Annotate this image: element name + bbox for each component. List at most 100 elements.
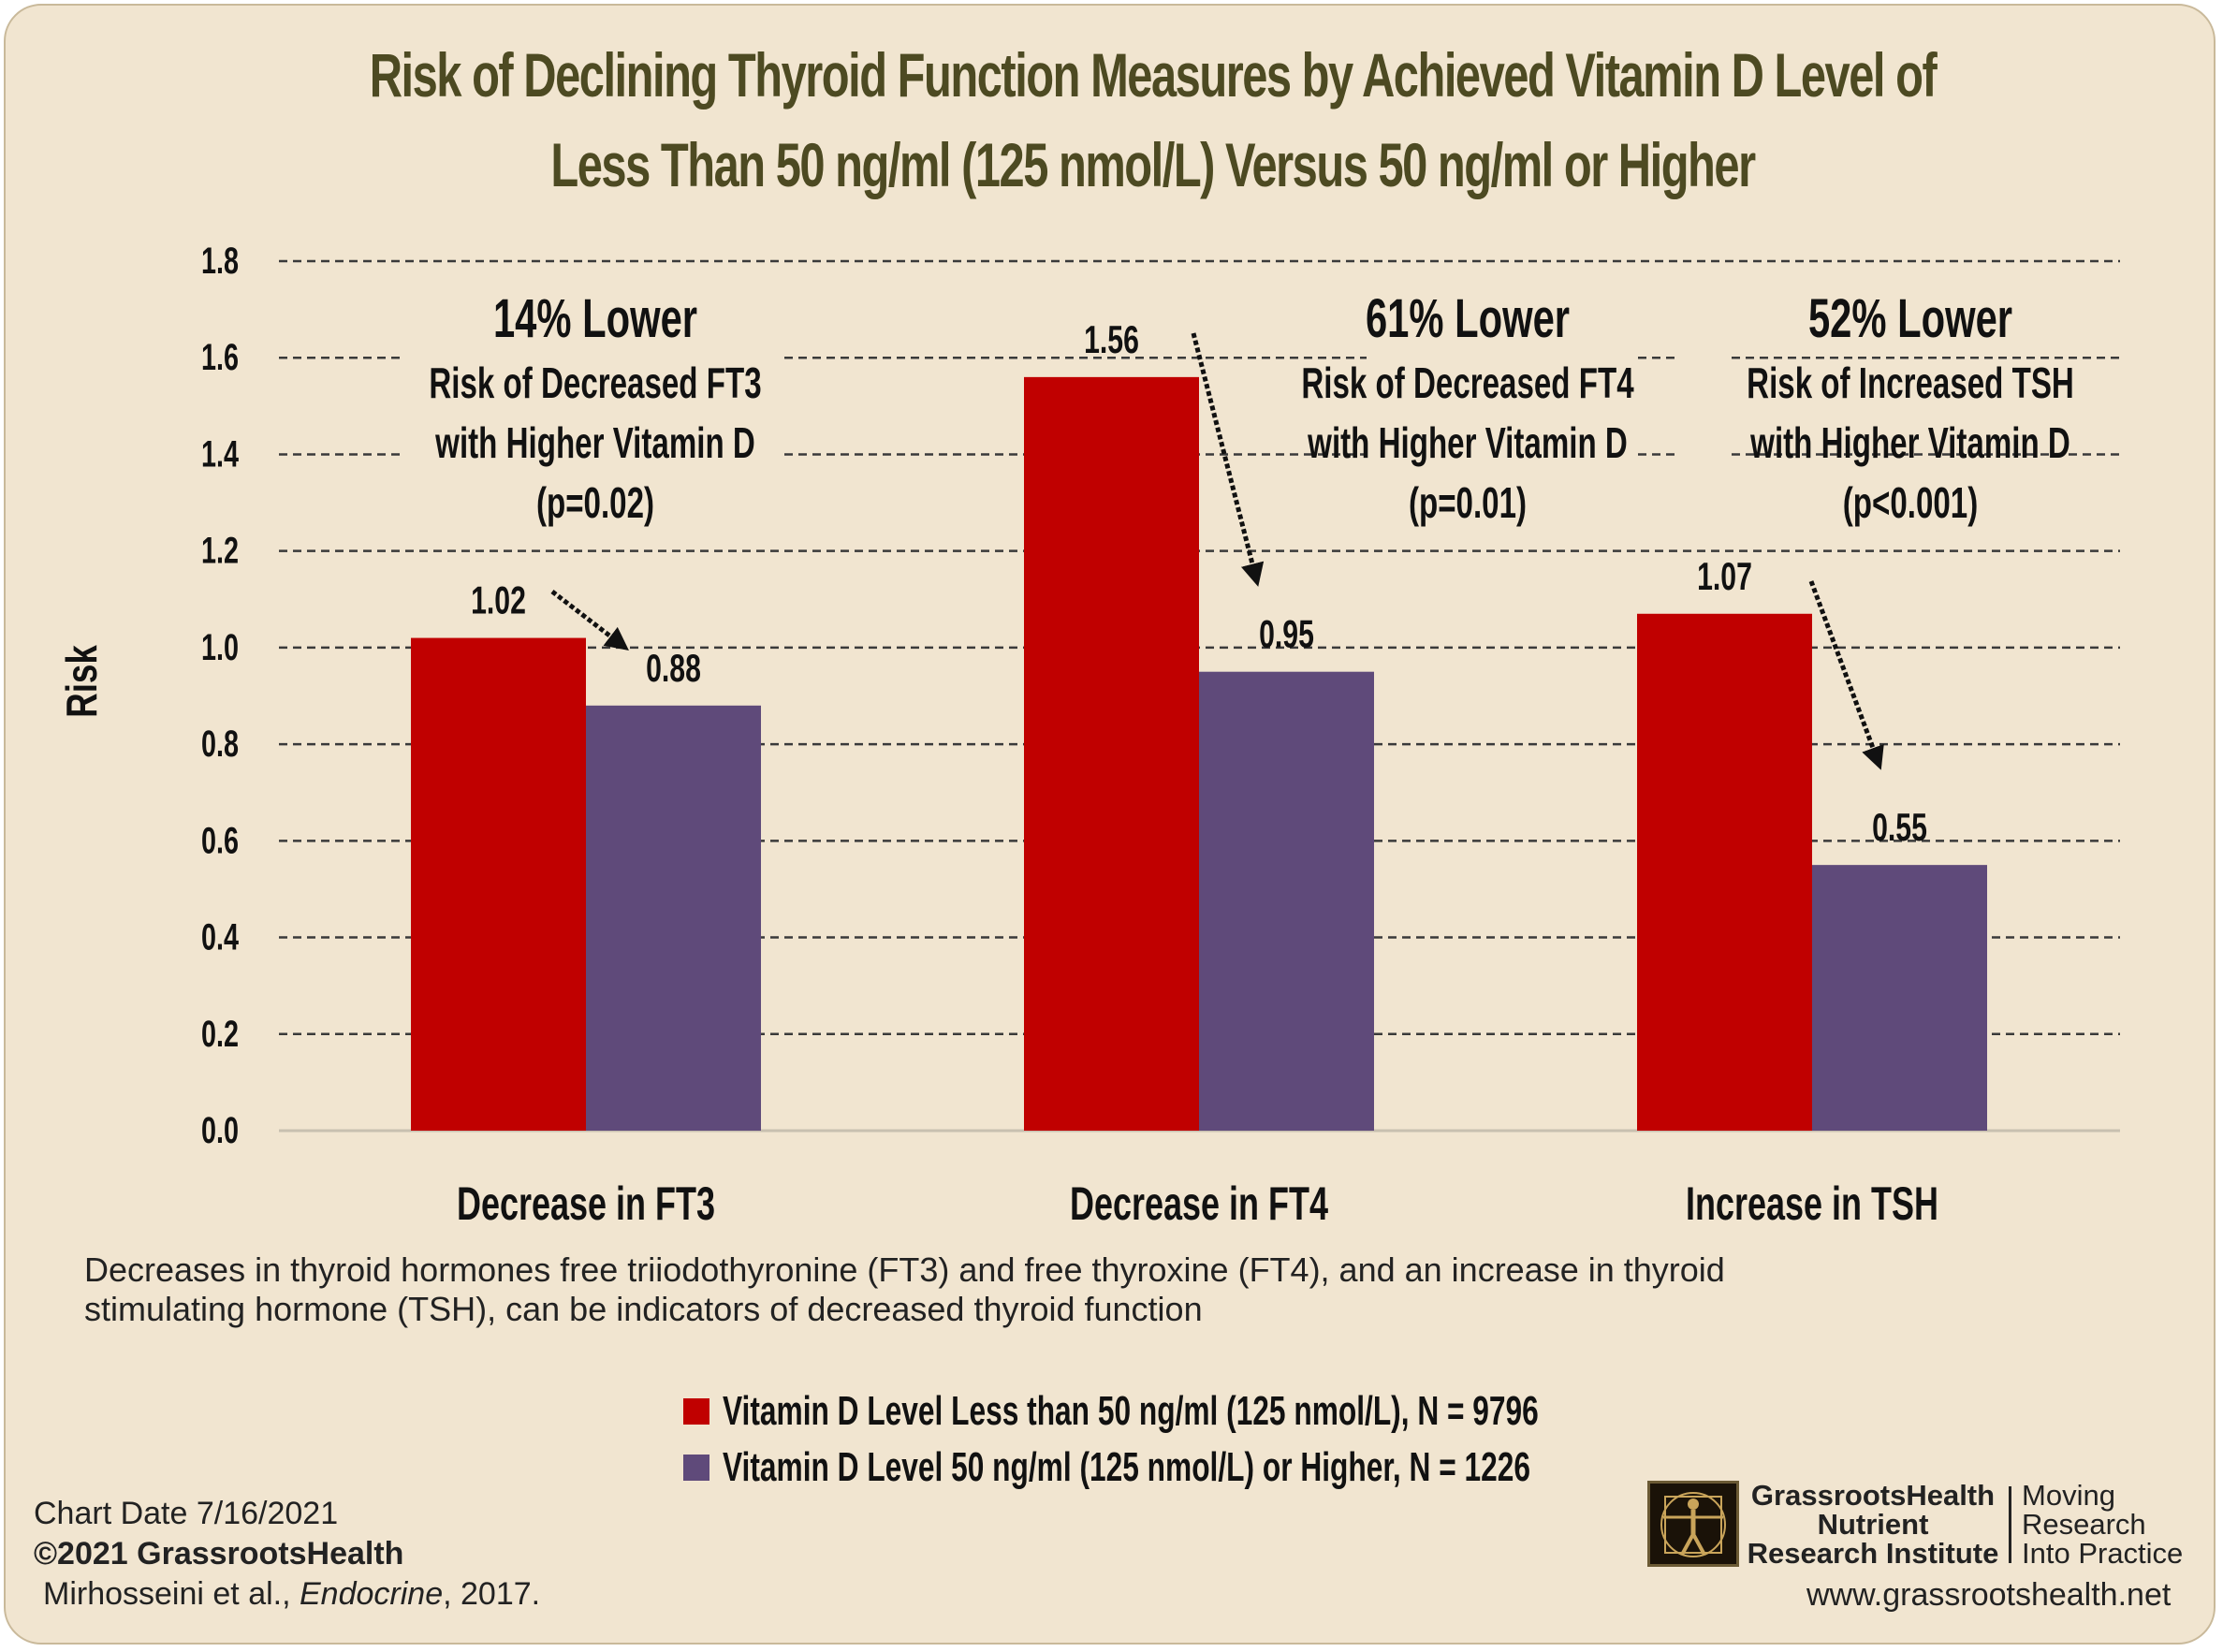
y-tick-label-7: 1.4 [201, 433, 240, 475]
y-tick-label-6-group: 1.2 [201, 530, 239, 572]
y-tick-label-3-group: 0.6 [201, 820, 239, 862]
y-tick-label-8: 1.6 [201, 337, 239, 379]
org-name: GrassrootsHealth Nutrient Research Insti… [1747, 1481, 1999, 1568]
logo-divider [2009, 1486, 2011, 1563]
legend-swatch-red [683, 1398, 709, 1425]
x-tick-label-0-group: Decrease in FT3 [457, 1178, 715, 1230]
bar-50-or-higher-0 [586, 705, 761, 1131]
annotation-line-1-0-group: Risk of Decreased FT4 [1301, 360, 1634, 407]
annotation-line-2-0-group: Risk of Increased TSH [1747, 360, 2074, 407]
annotation-line-0-0: Risk of Decreased FT3 [429, 360, 761, 407]
bar-below-50-1 [1024, 376, 1199, 1131]
annotation-line-2-1-group: with Higher Vitamin D [1749, 420, 2069, 467]
annotation-line-0-0-group: Risk of Decreased FT3 [429, 360, 761, 407]
y-tick-label-0: 0.0 [201, 1109, 239, 1151]
chart-description: Decreases in thyroid hormones free triio… [84, 1250, 1725, 1328]
annotation-line-1-0: Risk of Decreased FT4 [1301, 360, 1634, 407]
x-tick-label-0: Decrease in FT3 [457, 1178, 715, 1230]
dotted-arrow-1 [1191, 332, 1265, 587]
data-label-0-0-group: 1.02 [471, 578, 526, 622]
bar-50-or-higher-1 [1199, 671, 1374, 1131]
annotation-line-0-1: with Higher Vitamin D [434, 420, 754, 467]
data-label-0-1: 1.56 [1084, 317, 1139, 361]
annotation-line-1-1: with Higher Vitamin D [1307, 420, 1627, 467]
x-tick-label-1: Decrease in FT4 [1070, 1178, 1328, 1230]
legend-label-50-or-higher: Vitamin D Level 50 ng/ml (125 nmol/L) or… [723, 1444, 1530, 1490]
copyright: ©2021 GrassrootsHealth [34, 1536, 404, 1572]
y-tick-label-7-group: 1.4 [201, 433, 240, 475]
y-tick-label-9: 1.8 [201, 240, 239, 282]
data-label-0-2-group: 1.07 [1697, 554, 1752, 598]
chart-title-line-2: Less Than 50 ng/ml (125 nmol/L) Versus 5… [550, 130, 1756, 199]
data-label-1-0: 0.88 [646, 646, 701, 690]
legend-swatch-purple [683, 1455, 709, 1481]
org-name-line-1: GrassrootsHealth [1750, 1479, 1996, 1512]
legend-item-50-or-higher: Vitamin D Level 50 ng/ml (125 nmol/L) or… [683, 1440, 1856, 1496]
data-label-1-2: 0.55 [1872, 805, 1927, 849]
annotation-headline-2: 52% Lower [1808, 287, 2012, 348]
y-tick-label-1: 0.2 [201, 1013, 239, 1055]
chart-legend: Vitamin D Level Less than 50 ng/ml (125 … [683, 1383, 1856, 1496]
dotted-arrow-0 [550, 590, 629, 651]
bar-below-50-0 [411, 637, 586, 1131]
y-tick-label-5-group: 1.0 [201, 626, 239, 668]
x-tick-label-1-group: Decrease in FT4 [1070, 1178, 1328, 1230]
annotation-line-0-2-group: (p=0.02) [536, 480, 654, 527]
bar-below-50-2 [1637, 613, 1812, 1131]
org-tagline: Moving Research Into Practice [2022, 1481, 2183, 1568]
y-tick-label-0-group: 0.0 [201, 1109, 239, 1151]
y-tick-label-6: 1.2 [201, 530, 239, 572]
tagline-line-1: Moving [2022, 1479, 2115, 1512]
citation-authors: Mirhosseini et al., [43, 1576, 300, 1612]
tagline-line-3: Into Practice [2022, 1537, 2184, 1570]
y-tick-label-2-group: 0.4 [201, 916, 240, 958]
citation: Mirhosseini et al., Endocrine, 2017. [43, 1576, 540, 1613]
data-label-1-1: 0.95 [1259, 612, 1314, 656]
bar-50-or-higher-2 [1812, 865, 1987, 1131]
dotted-arrow-2 [1808, 580, 1884, 770]
website-link[interactable]: www.grassrootshealth.net [1806, 1577, 2172, 1613]
data-label-1-1-group: 0.95 [1259, 612, 1314, 656]
annotation-headline-1-group: 61% Lower [1366, 287, 1570, 348]
org-name-line-2: Nutrient [1817, 1508, 1929, 1541]
tagline-line-2: Research [2022, 1508, 2146, 1541]
bar-chart: 0.0 0.2 0.4 0.6 0.8 1.0 1.2 1.4 1.6 1.8 Risk 1.02 0.… [57, 240, 2120, 1230]
data-label-1-0-group: 0.88 [646, 646, 701, 690]
y-axis-label: Risk [57, 644, 106, 717]
citation-journal: Endocrine [300, 1576, 444, 1612]
chart-title-line-1: Risk of Declining Thyroid Function Measu… [369, 40, 1938, 110]
data-label-1-2-group: 0.55 [1872, 805, 1927, 849]
annotation-line-1-2: (p=0.01) [1409, 480, 1527, 527]
legend-item-below-50: Vitamin D Level Less than 50 ng/ml (125 … [683, 1383, 1856, 1440]
annotation-headline-0: 14% Lower [493, 287, 697, 348]
y-tick-label-2: 0.4 [201, 916, 240, 958]
annotation-line-2-0: Risk of Increased TSH [1747, 360, 2074, 407]
vitruvian-man-logo [1647, 1481, 1739, 1567]
y-tick-label-4: 0.8 [201, 724, 239, 766]
chart-date: Chart Date 7/16/2021 [34, 1496, 339, 1531]
citation-year: , 2017. [443, 1576, 541, 1612]
annotation-line-2-2: (p<0.001) [1843, 480, 1979, 527]
annotation-headline-1: 61% Lower [1366, 287, 1570, 348]
y-tick-label-3: 0.6 [201, 820, 239, 862]
y-tick-label-5: 1.0 [201, 626, 239, 668]
data-label-0-2: 1.07 [1697, 554, 1752, 598]
x-tick-label-2-group: Increase in TSH [1686, 1178, 1938, 1230]
y-tick-label-8-group: 1.6 [201, 337, 239, 379]
data-label-0-0: 1.02 [471, 578, 526, 622]
x-tick-label-2: Increase in TSH [1686, 1178, 1938, 1230]
annotation-line-2-2-group: (p<0.001) [1843, 480, 1979, 527]
y-tick-label-9-group: 1.8 [201, 240, 239, 282]
data-label-0-1-group: 1.56 [1084, 317, 1139, 361]
annotation-line-1-2-group: (p=0.01) [1409, 480, 1527, 527]
annotation-line-2-1: with Higher Vitamin D [1749, 420, 2069, 467]
annotation-headline-2-group: 52% Lower [1808, 287, 2012, 348]
legend-label-below-50: Vitamin D Level Less than 50 ng/ml (125 … [723, 1388, 1539, 1434]
org-name-line-3: Research Institute [1747, 1537, 1999, 1570]
annotation-line-0-2: (p=0.02) [536, 480, 654, 527]
y-tick-label-1-group: 0.2 [201, 1013, 239, 1055]
y-tick-label-4-group: 0.8 [201, 724, 239, 766]
annotation-headline-0-group: 14% Lower [493, 287, 697, 348]
annotation-line-0-1-group: with Higher Vitamin D [434, 420, 754, 467]
chart-title: Risk of Declining Thyroid Function Measu… [300, 30, 2006, 210]
